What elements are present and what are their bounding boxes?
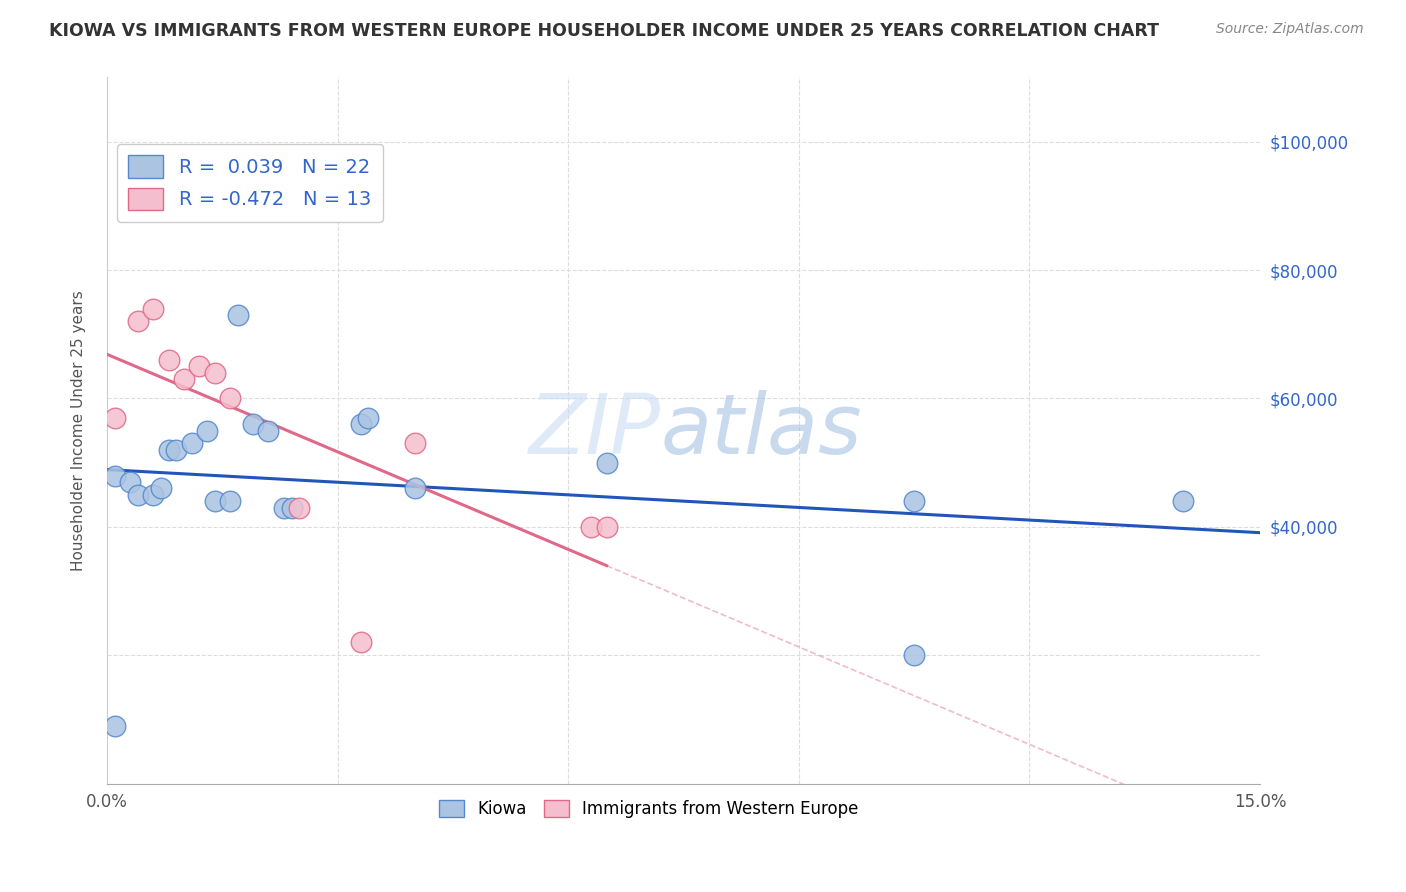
Point bbox=[273, 500, 295, 515]
Point bbox=[357, 410, 380, 425]
Point bbox=[204, 366, 226, 380]
Point bbox=[204, 494, 226, 508]
Point bbox=[903, 494, 925, 508]
Legend: Kiowa, Immigrants from Western Europe: Kiowa, Immigrants from Western Europe bbox=[433, 793, 865, 825]
Point bbox=[188, 359, 211, 374]
Point bbox=[180, 436, 202, 450]
Point bbox=[257, 424, 280, 438]
Point bbox=[157, 353, 180, 368]
Point bbox=[104, 468, 127, 483]
Point bbox=[219, 494, 242, 508]
Point bbox=[226, 308, 249, 322]
Text: Source: ZipAtlas.com: Source: ZipAtlas.com bbox=[1216, 22, 1364, 37]
Point bbox=[142, 488, 165, 502]
Point bbox=[219, 392, 242, 406]
Point bbox=[165, 442, 187, 457]
Point bbox=[120, 475, 142, 489]
Point bbox=[1171, 494, 1194, 508]
Point bbox=[104, 719, 127, 733]
Point bbox=[127, 314, 149, 328]
Point bbox=[280, 500, 302, 515]
Point bbox=[404, 482, 426, 496]
Point bbox=[142, 301, 165, 316]
Text: atlas: atlas bbox=[661, 390, 862, 471]
Text: KIOWA VS IMMIGRANTS FROM WESTERN EUROPE HOUSEHOLDER INCOME UNDER 25 YEARS CORREL: KIOWA VS IMMIGRANTS FROM WESTERN EUROPE … bbox=[49, 22, 1159, 40]
Point bbox=[173, 372, 195, 386]
Point bbox=[157, 442, 180, 457]
Point bbox=[404, 436, 426, 450]
Point bbox=[242, 417, 264, 432]
Point bbox=[195, 424, 218, 438]
Point bbox=[595, 456, 617, 470]
Point bbox=[595, 520, 617, 534]
Point bbox=[350, 635, 373, 649]
Point bbox=[288, 500, 311, 515]
Y-axis label: Householder Income Under 25 years: Householder Income Under 25 years bbox=[72, 290, 86, 571]
Point bbox=[581, 520, 603, 534]
Point bbox=[903, 648, 925, 663]
Point bbox=[127, 488, 149, 502]
Point bbox=[104, 410, 127, 425]
Text: ZIP: ZIP bbox=[529, 390, 661, 471]
Point bbox=[149, 482, 172, 496]
Point bbox=[350, 417, 373, 432]
